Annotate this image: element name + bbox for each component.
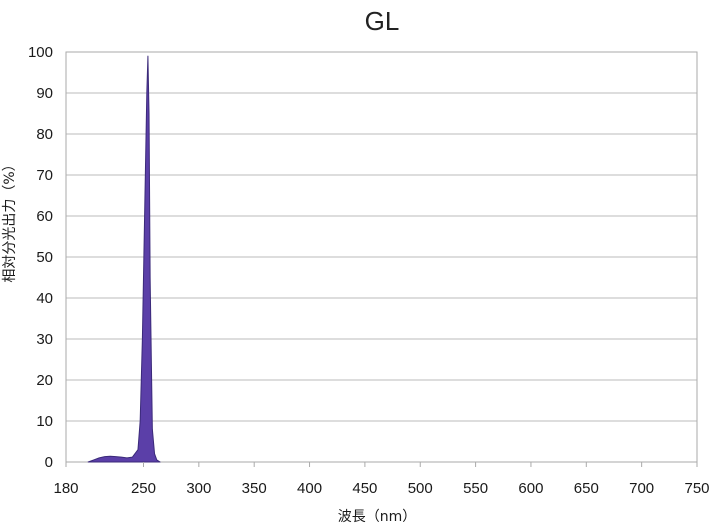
x-tick-label: 750 (684, 480, 709, 497)
spectrum-point (126, 457, 127, 458)
x-tick-label: 250 (131, 480, 156, 497)
spectrum-point (99, 457, 100, 458)
gridlines (66, 52, 697, 462)
spectrum-point (142, 338, 143, 339)
spectrum-point (93, 459, 94, 460)
x-tick-label: 650 (574, 480, 599, 497)
chart-title: GL (365, 6, 400, 36)
y-tick-label: 60 (36, 208, 53, 225)
y-tick-label: 70 (36, 167, 53, 184)
y-tick-label: 90 (36, 85, 53, 102)
spectrum-point (147, 56, 148, 57)
y-tick-label: 80 (36, 126, 53, 143)
x-tick-label: 350 (242, 480, 267, 497)
y-tick-label: 20 (36, 372, 53, 389)
spectrum-point (152, 429, 153, 430)
spectrum-point (115, 456, 116, 457)
spectrum-point (160, 461, 161, 462)
spectrum-point (156, 459, 157, 460)
spectrum-point (110, 456, 111, 457)
x-tick-label: 600 (518, 480, 543, 497)
spectrum-point (154, 453, 155, 454)
x-tick-label: 400 (297, 480, 322, 497)
spectrum-point (146, 92, 147, 93)
x-tick-label: 550 (463, 480, 488, 497)
x-axis-label: 波長（nm） (338, 509, 417, 525)
x-tick-label: 180 (53, 480, 78, 497)
y-tick-label: 100 (28, 44, 53, 61)
spectrum-point (132, 456, 133, 457)
x-tick-label: 700 (629, 480, 654, 497)
x-tick-label: 450 (352, 480, 377, 497)
spectrum-area (88, 56, 160, 462)
spectrum-point (150, 277, 151, 278)
y-axis-label: 相対分光出力（%） (2, 157, 18, 282)
spectrum-point (144, 215, 145, 216)
x-tick-label: 300 (186, 480, 211, 497)
y-tick-label: 50 (36, 249, 53, 266)
y-tick-label: 0 (45, 454, 53, 471)
x-tick-labels: 180 250 300 350 400 450 500 550 600 650 700 750 (53, 462, 709, 497)
spectrum-point (104, 456, 105, 457)
spectrum-point (148, 113, 149, 114)
series-layer (88, 56, 161, 463)
y-tick-label: 40 (36, 290, 53, 307)
y-tick-label: 10 (36, 413, 53, 430)
spectrum-point (140, 420, 141, 421)
x-tick-label: 500 (408, 480, 433, 497)
spectrum-point (88, 461, 89, 462)
spectrum-point (121, 456, 122, 457)
spectrum-point (137, 449, 138, 450)
y-tick-label: 30 (36, 331, 53, 348)
